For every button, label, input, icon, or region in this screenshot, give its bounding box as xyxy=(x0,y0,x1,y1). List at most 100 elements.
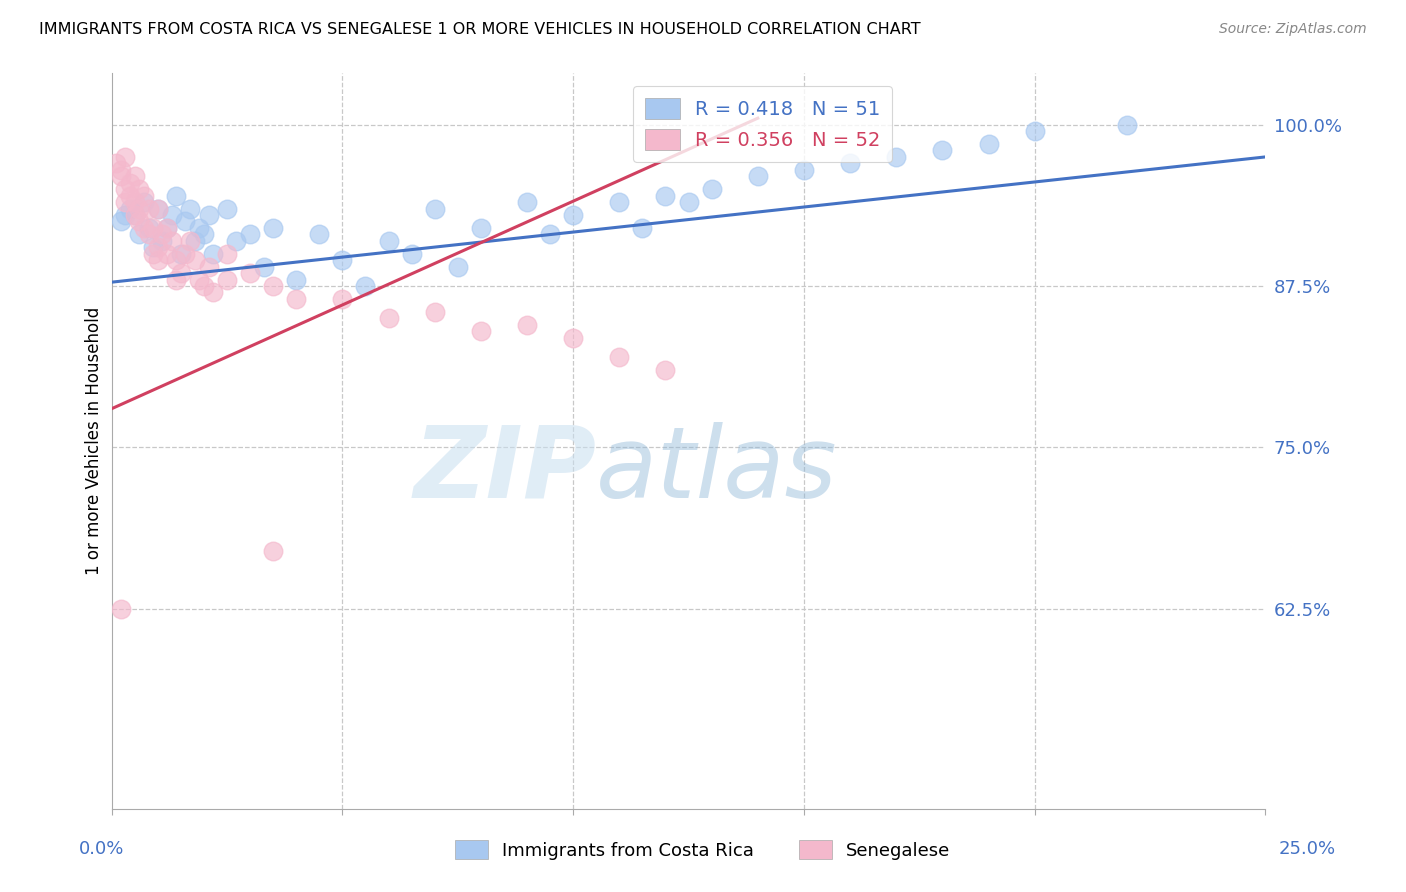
Point xyxy=(142,240,165,254)
Point xyxy=(285,272,308,286)
Text: atlas: atlas xyxy=(596,422,838,519)
Point xyxy=(128,202,150,216)
Point xyxy=(447,260,470,274)
Point xyxy=(931,144,953,158)
Point xyxy=(183,234,205,248)
Point xyxy=(423,202,446,216)
Text: 0.0%: 0.0% xyxy=(79,840,124,858)
Text: ZIP: ZIP xyxy=(413,422,596,519)
Point xyxy=(285,292,308,306)
Point xyxy=(110,169,132,184)
Point xyxy=(165,272,187,286)
Point xyxy=(793,162,815,177)
Point xyxy=(977,136,1000,151)
Point xyxy=(1116,118,1139,132)
Point xyxy=(179,234,201,248)
Point xyxy=(562,208,585,222)
Point xyxy=(308,227,330,242)
Point xyxy=(193,279,215,293)
Text: IMMIGRANTS FROM COSTA RICA VS SENEGALESE 1 OR MORE VEHICLES IN HOUSEHOLD CORRELA: IMMIGRANTS FROM COSTA RICA VS SENEGALESE… xyxy=(39,22,921,37)
Legend: Immigrants from Costa Rica, Senegalese: Immigrants from Costa Rica, Senegalese xyxy=(449,832,957,867)
Point xyxy=(215,272,238,286)
Point xyxy=(174,246,197,260)
Point xyxy=(110,214,132,228)
Point xyxy=(128,182,150,196)
Point xyxy=(631,221,654,235)
Point xyxy=(516,195,538,210)
Point xyxy=(654,188,676,202)
Point xyxy=(152,234,174,248)
Point xyxy=(607,195,630,210)
Point xyxy=(262,221,284,235)
Point xyxy=(146,202,169,216)
Point xyxy=(884,150,907,164)
Point xyxy=(377,311,399,326)
Point xyxy=(174,214,197,228)
Point xyxy=(160,234,183,248)
Point xyxy=(124,169,146,184)
Point xyxy=(132,195,155,210)
Point xyxy=(146,240,169,254)
Point xyxy=(193,227,215,242)
Point xyxy=(142,221,165,235)
Point xyxy=(114,195,136,210)
Point xyxy=(128,214,150,228)
Point xyxy=(165,188,187,202)
Point xyxy=(1024,124,1046,138)
Point xyxy=(120,202,142,216)
Point xyxy=(156,246,179,260)
Point xyxy=(678,195,700,210)
Point xyxy=(470,324,492,338)
Point xyxy=(202,285,225,300)
Point xyxy=(114,150,136,164)
Point xyxy=(332,292,354,306)
Point xyxy=(607,350,630,364)
Point xyxy=(132,188,155,202)
Point xyxy=(401,246,423,260)
Point xyxy=(354,279,377,293)
Point xyxy=(128,227,150,242)
Point xyxy=(120,188,142,202)
Point xyxy=(839,156,862,170)
Point xyxy=(188,221,211,235)
Point xyxy=(160,208,183,222)
Point xyxy=(215,202,238,216)
Point xyxy=(700,182,723,196)
Point xyxy=(197,260,219,274)
Point xyxy=(225,234,247,248)
Point xyxy=(179,202,201,216)
Point xyxy=(110,162,132,177)
Point xyxy=(423,305,446,319)
Point xyxy=(516,318,538,332)
Point xyxy=(124,208,146,222)
Text: 25.0%: 25.0% xyxy=(1279,840,1336,858)
Point xyxy=(114,182,136,196)
Point xyxy=(202,246,225,260)
Text: Source: ZipAtlas.com: Source: ZipAtlas.com xyxy=(1219,22,1367,37)
Point xyxy=(105,156,128,170)
Point xyxy=(262,543,284,558)
Point xyxy=(470,221,492,235)
Point xyxy=(170,246,193,260)
Point xyxy=(124,195,146,210)
Point xyxy=(654,363,676,377)
Point xyxy=(165,253,187,268)
Point xyxy=(170,266,193,280)
Point xyxy=(188,272,211,286)
Point xyxy=(332,253,354,268)
Point xyxy=(120,176,142,190)
Point xyxy=(562,331,585,345)
Y-axis label: 1 or more Vehicles in Household: 1 or more Vehicles in Household xyxy=(86,307,103,575)
Point xyxy=(197,208,219,222)
Point xyxy=(538,227,561,242)
Point xyxy=(146,202,169,216)
Point xyxy=(156,221,179,235)
Point xyxy=(138,202,160,216)
Point xyxy=(156,221,179,235)
Point xyxy=(132,221,155,235)
Point xyxy=(253,260,276,274)
Point xyxy=(110,602,132,616)
Point xyxy=(747,169,769,184)
Point xyxy=(262,279,284,293)
Point xyxy=(138,221,160,235)
